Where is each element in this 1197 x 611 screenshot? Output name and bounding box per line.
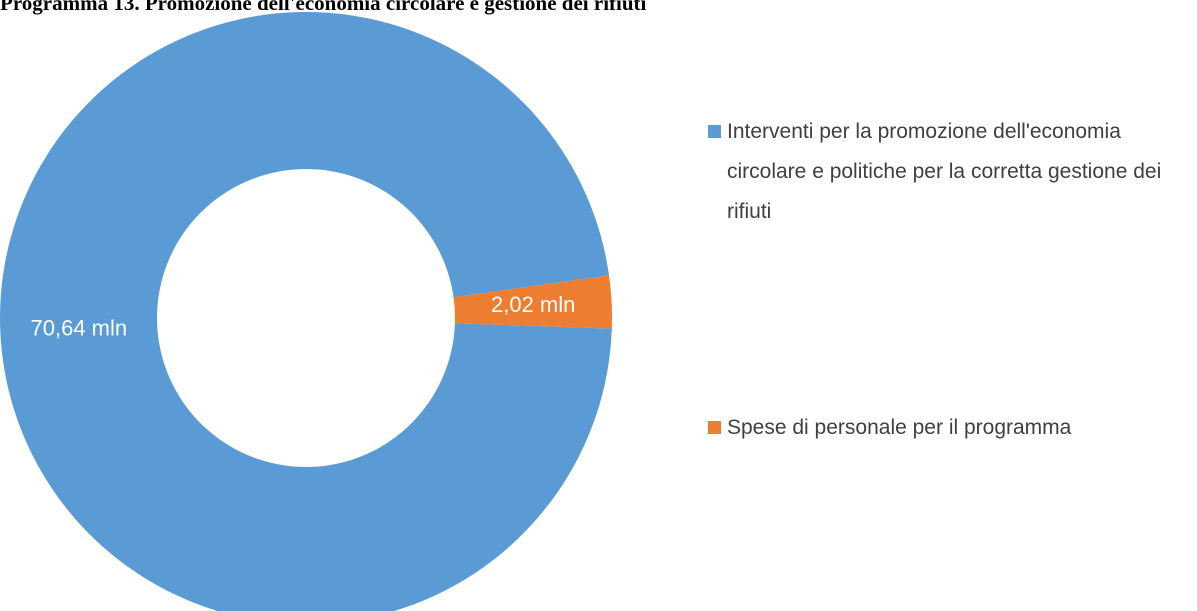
donut-slice xyxy=(453,275,612,329)
legend-label: Spese di personale per il programma xyxy=(727,416,1072,439)
legend-item: Interventi per la promozione dell'econom… xyxy=(708,112,1189,232)
legend-swatch xyxy=(708,125,721,138)
legend-swatch xyxy=(708,421,721,434)
data-label: 70,64 mln xyxy=(31,316,128,341)
legend-label: Interventi per la promozione dell'econom… xyxy=(727,120,1162,223)
donut-slice xyxy=(0,12,612,611)
legend-item: Spese di personale per il programma xyxy=(708,408,1189,448)
chart-title: Programma 13. Promozione dell'economia c… xyxy=(0,0,647,15)
data-label: 2,02 mln xyxy=(491,292,575,317)
